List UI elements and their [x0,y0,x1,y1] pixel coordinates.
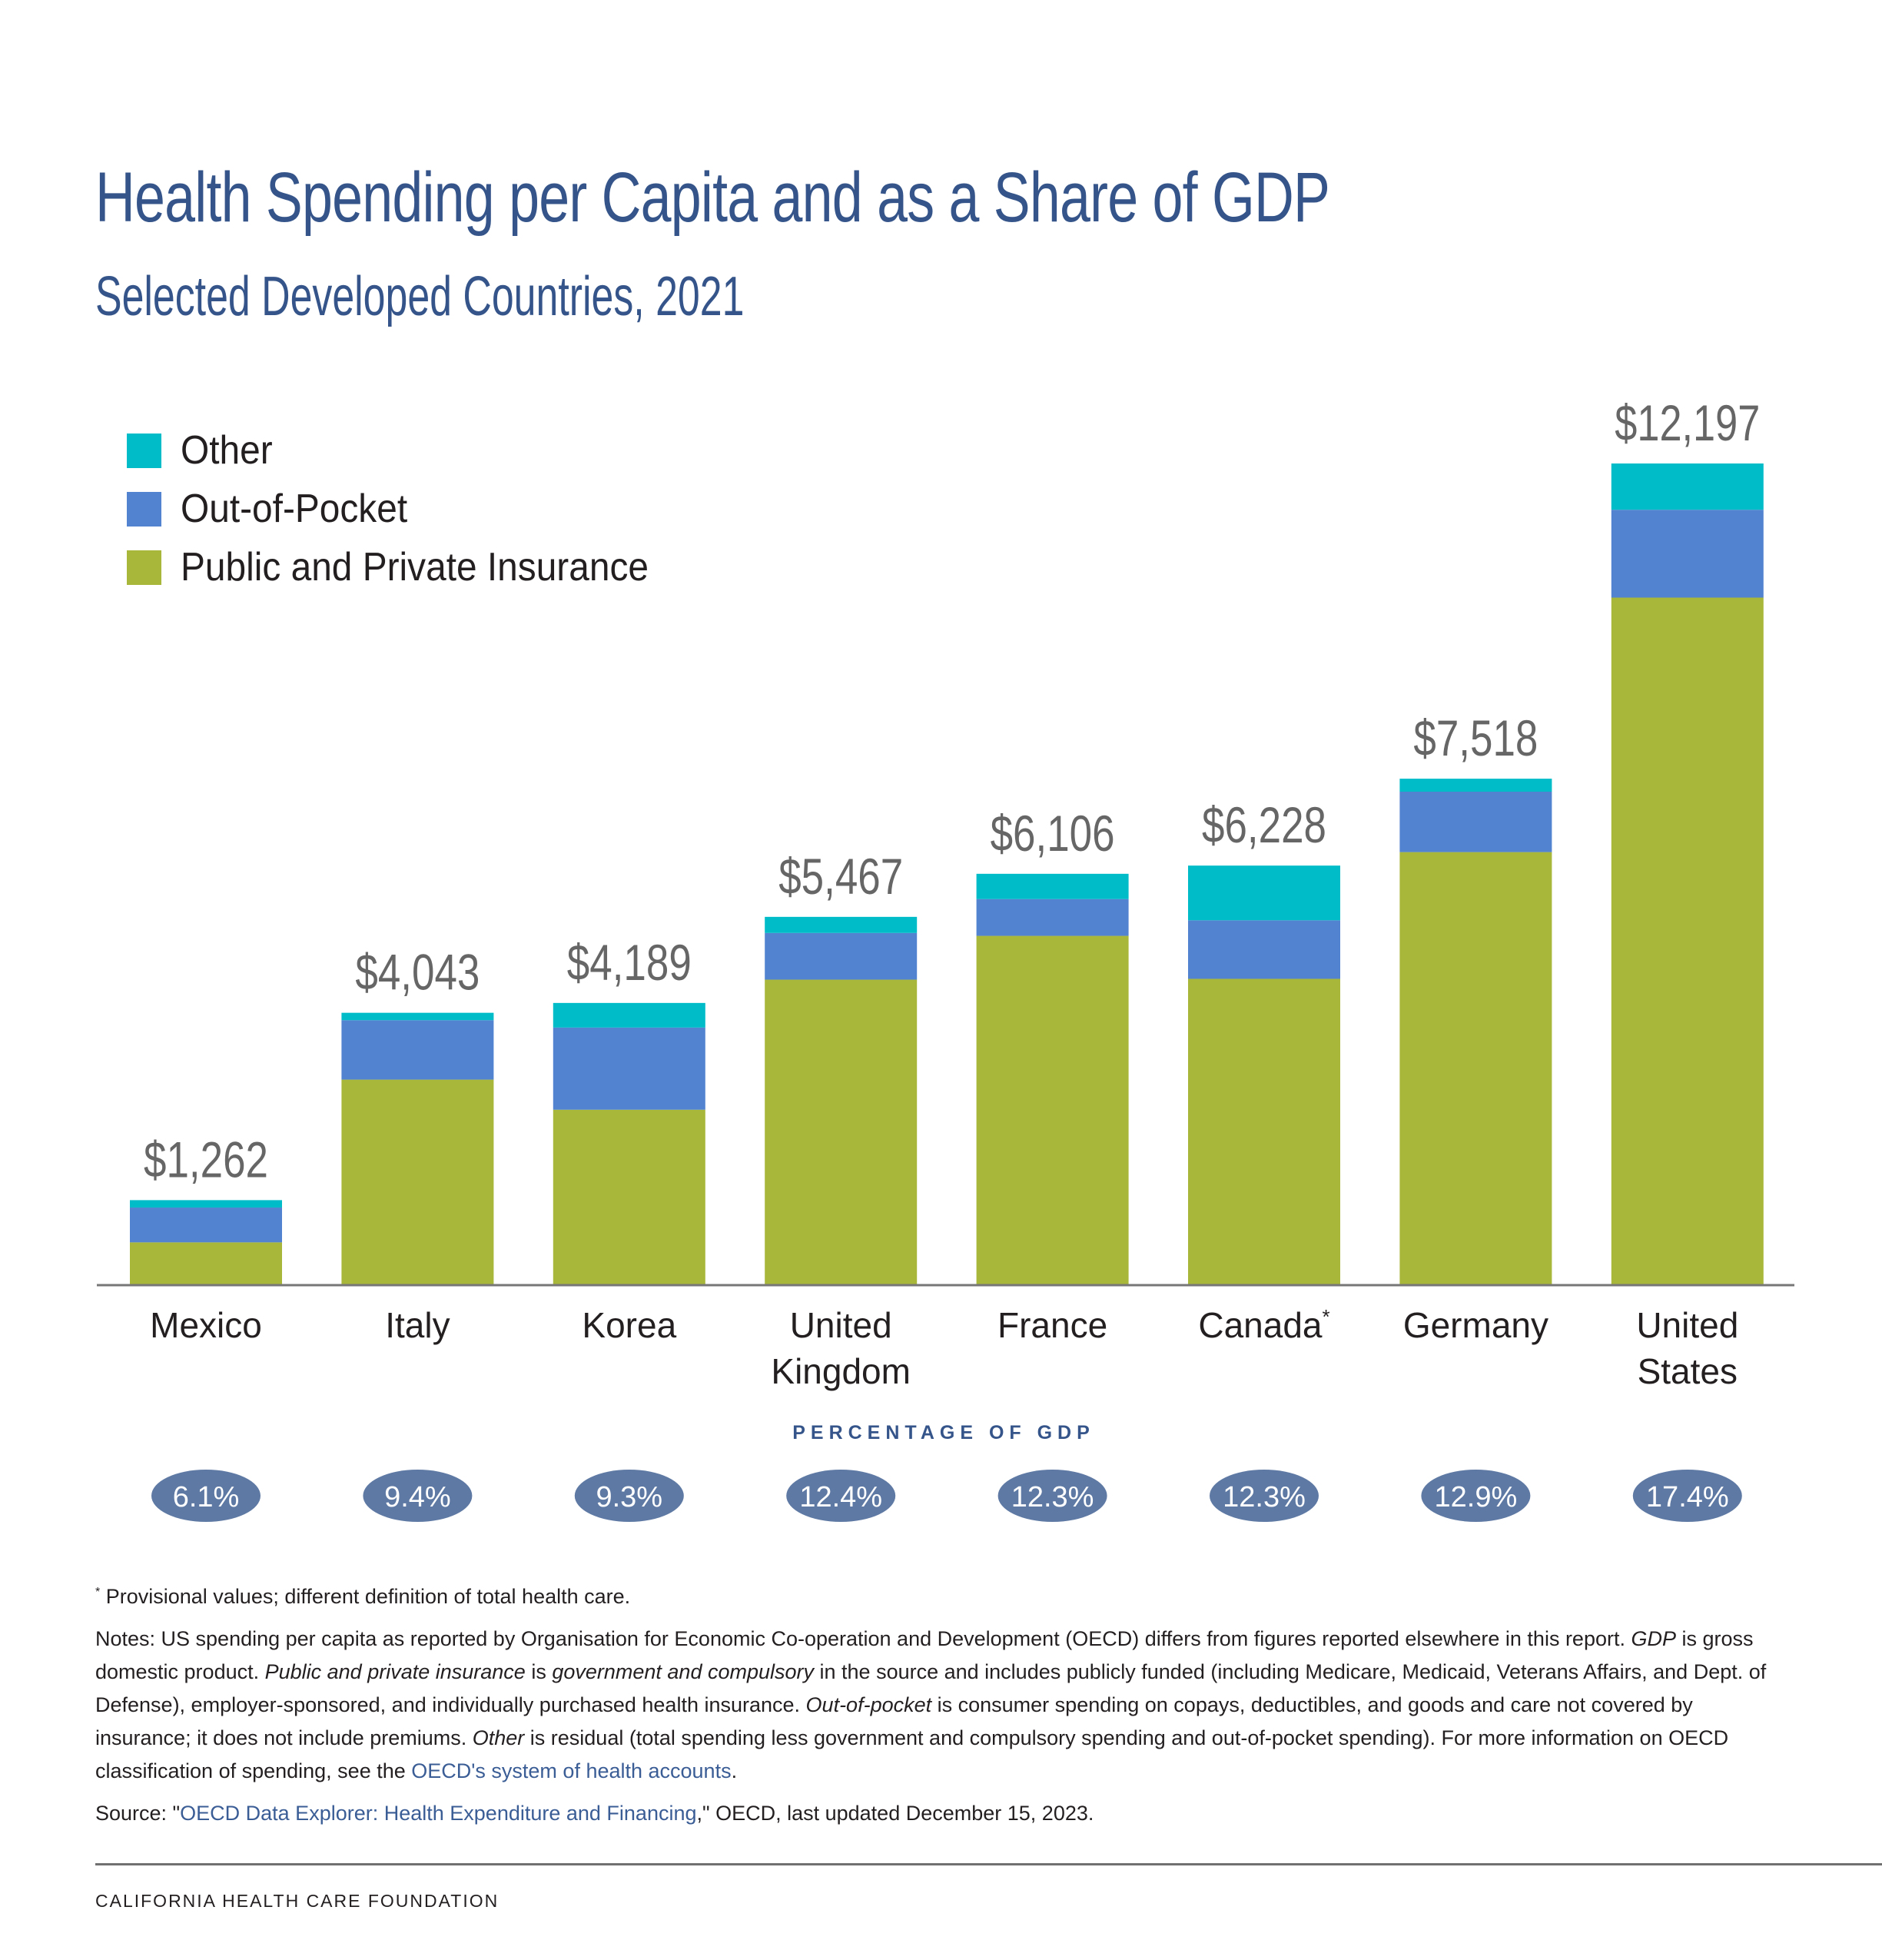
notes-section: * Provisional values; different definiti… [95,1576,1786,1839]
legend-label-insurance: Public and Private Insurance [181,545,649,590]
gdp-share-pill [1632,1470,1742,1522]
footnote: * Provisional values; different definiti… [95,1576,1786,1613]
gdp-share-label: 12.4% [799,1481,882,1513]
x-axis-label: Korea [582,1305,676,1345]
notes-text: is [525,1660,553,1683]
bar-segment-public-and-private-insurance [1399,852,1552,1285]
bar-segment-out-of-pocket [553,1027,705,1110]
gdp-share-pill [786,1470,896,1522]
notes-text: Notes: US spending per capita as reporte… [95,1627,1631,1650]
bar-segment-out-of-pocket [130,1208,282,1243]
source-line: Source: "OECD Data Explorer: Health Expe… [95,1797,1786,1830]
bar-segment-public-and-private-insurance [130,1242,282,1285]
x-axis-label: United [790,1305,892,1345]
notes-text: . [731,1759,738,1782]
notes-paragraph: Notes: US spending per capita as reporte… [95,1623,1786,1788]
notes-text: is consumer spending on copays, deductib… [95,1693,1693,1749]
bar-segment-public-and-private-insurance [1611,597,1764,1285]
legend: Other Out-of-Pocket Public and Private I… [127,421,689,596]
bar-segment-public-and-private-insurance [553,1109,705,1285]
oecd-health-accounts-link[interactable]: OECD's system of health accounts [411,1759,732,1782]
bar-segment-other [1611,463,1764,510]
gdp-share-label: 12.3% [1011,1481,1094,1513]
gdp-share-label: 12.3% [1223,1481,1306,1513]
notes-text: in the source and includes publicly fund… [95,1660,1767,1716]
bar-total-label: $6,106 [991,805,1115,862]
gdp-share-label: 12.9% [1435,1481,1518,1513]
notes-term: Other [472,1726,525,1749]
source-prefix: Source: " [95,1802,181,1825]
bar-segment-public-and-private-insurance [765,979,918,1285]
footer-org: CALIFORNIA HEALTH CARE FOUNDATION [95,1891,500,1911]
notes-text: is residual (total spending less governm… [95,1726,1729,1782]
gdp-share-pill [997,1470,1107,1522]
bar-segment-public-and-private-insurance [1188,978,1340,1285]
bar-segment-other [976,873,1129,899]
bar-total-label: $1,262 [144,1131,268,1188]
bar-total-label: $7,518 [1413,709,1538,766]
bar-segment-other [1399,779,1552,792]
notes-term: Out-of-pocket [805,1693,932,1716]
legend-swatch-other [127,433,161,468]
legend-item-other: Other [127,421,689,480]
bar-total-label: $6,228 [1202,796,1326,853]
bar-total-label: $12,197 [1615,394,1760,451]
bar-segment-out-of-pocket [341,1020,494,1080]
x-axis-label: Mexico [150,1305,262,1345]
stacked-bar-chart: $1,262 Mexico 6.1% $4,043 Italy 9.4% $4,189 Kor… [97,394,1794,1522]
oecd-data-explorer-link[interactable]: OECD Data Explorer: Health Expenditure a… [180,1802,697,1825]
notes-term: Public and private insurance [264,1660,526,1683]
bar-segment-other [341,1012,494,1021]
notes-text: is gross domestic product. [95,1627,1754,1683]
legend-label-out-of-pocket: Out-of-Pocket [181,487,408,531]
x-axis-label: States [1638,1351,1738,1391]
bar-segment-public-and-private-insurance [976,935,1129,1285]
gdp-share-label: 17.4% [1646,1481,1729,1513]
bar-segment-other [765,916,918,933]
footer-divider [95,1863,1882,1865]
legend-swatch-out-of-pocket [127,491,161,527]
bar-segment-out-of-pocket [1399,792,1552,852]
gdp-share-pill [151,1470,261,1522]
legend-item-out-of-pocket: Out-of-Pocket [127,480,689,538]
gdp-share-pill [574,1470,684,1522]
bar-total-label: $4,043 [355,944,480,1001]
gdp-share-label: 9.4% [384,1481,451,1513]
bar-total-label: $5,467 [778,848,903,905]
chart-title: Health Spending per Capita and as a Shar… [95,158,1330,237]
notes-term: government and compulsory [552,1660,815,1683]
x-axis-label: France [997,1305,1107,1345]
gdp-share-heading: PERCENTAGE OF GDP [792,1422,1095,1443]
footnote-text: Provisional values; different definition… [100,1585,631,1608]
bar-segment-out-of-pocket [976,899,1129,936]
gdp-share-pill [363,1470,473,1522]
bar-segment-public-and-private-insurance [341,1079,494,1285]
bar-total-label: $4,189 [567,934,692,991]
bar-segment-other [1188,865,1340,921]
chart-subtitle: Selected Developed Countries, 2021 [95,266,745,327]
x-axis-label: United [1636,1305,1738,1345]
legend-label-other: Other [181,428,273,473]
x-axis-label: Canada* [1198,1305,1329,1345]
gdp-share-label: 6.1% [173,1481,240,1513]
notes-term: GDP [1631,1627,1676,1650]
source-suffix: ," OECD, last updated December 15, 2023. [696,1802,1094,1825]
bar-segment-other [130,1200,282,1208]
bar-segment-out-of-pocket [1188,920,1340,979]
legend-swatch-insurance [127,550,161,585]
x-axis-label: Italy [385,1305,450,1345]
bar-segment-out-of-pocket [765,932,918,980]
bar-segment-other [553,1002,705,1028]
legend-item-insurance: Public and Private Insurance [127,538,689,596]
footnote-mark: * [95,1586,101,1599]
bar-segment-out-of-pocket [1611,510,1764,598]
x-axis-label: Kingdom [771,1351,911,1391]
gdp-share-label: 9.3% [596,1481,662,1513]
gdp-share-pill [1210,1470,1319,1522]
x-axis-label: Germany [1403,1305,1548,1345]
gdp-share-pill [1421,1470,1531,1522]
